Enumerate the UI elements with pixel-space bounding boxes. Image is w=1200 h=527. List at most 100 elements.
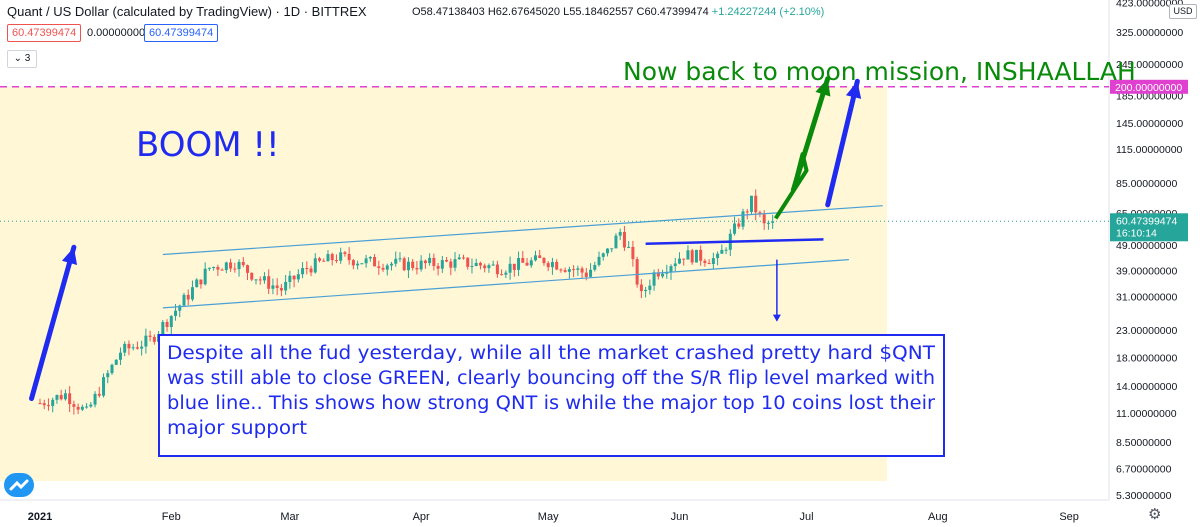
buy-button[interactable]: 60.47399474 bbox=[144, 24, 219, 42]
candle-body[interactable] bbox=[508, 263, 512, 273]
candle-body[interactable] bbox=[89, 404, 93, 407]
candle-body[interactable] bbox=[330, 254, 334, 261]
candle-body[interactable] bbox=[677, 258, 681, 264]
candle-body[interactable] bbox=[669, 266, 673, 273]
candle-body[interactable] bbox=[182, 294, 186, 306]
candle-body[interactable] bbox=[411, 261, 415, 269]
candle-body[interactable] bbox=[224, 262, 228, 271]
candle-body[interactable] bbox=[656, 272, 660, 277]
candle-body[interactable] bbox=[131, 347, 135, 349]
candle-body[interactable] bbox=[597, 256, 601, 265]
candle-body[interactable] bbox=[76, 406, 80, 410]
candle-body[interactable] bbox=[351, 260, 355, 266]
candle-body[interactable] bbox=[584, 272, 588, 277]
candle-body[interactable] bbox=[356, 263, 360, 266]
candle-body[interactable] bbox=[766, 222, 770, 224]
candle-body[interactable] bbox=[165, 322, 169, 328]
candle-body[interactable] bbox=[216, 266, 220, 270]
candle-body[interactable] bbox=[521, 258, 525, 263]
candle-body[interactable] bbox=[487, 265, 491, 269]
candle-body[interactable] bbox=[440, 260, 444, 269]
indicator-collapse-button[interactable]: ⌄ 3 bbox=[7, 50, 37, 68]
candle-body[interactable] bbox=[195, 279, 199, 288]
candle-body[interactable] bbox=[550, 261, 554, 268]
candle-body[interactable] bbox=[271, 285, 275, 289]
candle-body[interactable] bbox=[771, 221, 775, 223]
candle-body[interactable] bbox=[580, 268, 584, 273]
candle-body[interactable] bbox=[449, 261, 453, 268]
candle-body[interactable] bbox=[59, 395, 63, 400]
candle-body[interactable] bbox=[703, 260, 707, 263]
candle-body[interactable] bbox=[288, 275, 292, 282]
candle-body[interactable] bbox=[80, 406, 84, 410]
candle-body[interactable] bbox=[517, 258, 521, 270]
candle-body[interactable] bbox=[106, 373, 110, 378]
candle-body[interactable] bbox=[199, 279, 203, 285]
candle-body[interactable] bbox=[102, 377, 106, 396]
currency-button[interactable]: USD bbox=[1169, 4, 1197, 19]
candle-body[interactable] bbox=[525, 262, 529, 266]
candle-body[interactable] bbox=[462, 257, 465, 259]
candle-body[interactable] bbox=[318, 258, 322, 261]
candle-body[interactable] bbox=[46, 405, 50, 407]
candle-body[interactable] bbox=[559, 269, 563, 271]
candle-body[interactable] bbox=[334, 260, 338, 262]
candle-body[interactable] bbox=[533, 255, 537, 261]
candle-body[interactable] bbox=[741, 211, 745, 227]
candle-body[interactable] bbox=[457, 257, 461, 260]
candle-body[interactable] bbox=[699, 249, 703, 261]
candle-body[interactable] bbox=[301, 268, 305, 275]
candle-body[interactable] bbox=[682, 258, 686, 260]
candle-body[interactable] bbox=[373, 256, 377, 267]
candle-body[interactable] bbox=[279, 287, 283, 291]
sell-button[interactable]: 60.47399474 bbox=[7, 24, 82, 42]
candle-body[interactable] bbox=[474, 262, 478, 266]
candle-body[interactable] bbox=[347, 253, 351, 261]
candle-body[interactable] bbox=[610, 248, 614, 250]
candle-body[interactable] bbox=[174, 310, 178, 316]
candle-body[interactable] bbox=[711, 258, 715, 264]
candle-body[interactable] bbox=[716, 253, 720, 259]
candle-body[interactable] bbox=[309, 268, 313, 273]
candle-body[interactable] bbox=[305, 268, 309, 270]
candle-body[interactable] bbox=[627, 246, 631, 248]
candle-body[interactable] bbox=[733, 223, 737, 234]
candle-body[interactable] bbox=[284, 281, 288, 291]
candle-body[interactable] bbox=[500, 274, 504, 276]
candle-body[interactable] bbox=[749, 195, 753, 212]
candle-body[interactable] bbox=[661, 273, 665, 277]
candle-body[interactable] bbox=[38, 403, 42, 405]
candle-body[interactable] bbox=[97, 393, 101, 396]
candle-body[interactable] bbox=[169, 315, 173, 328]
candle-body[interactable] bbox=[483, 265, 487, 269]
candle-body[interactable] bbox=[436, 265, 440, 269]
candle-body[interactable] bbox=[313, 258, 317, 273]
candle-body[interactable] bbox=[542, 258, 546, 264]
candle-body[interactable] bbox=[589, 269, 593, 277]
candle-body[interactable] bbox=[563, 270, 567, 272]
candle-body[interactable] bbox=[432, 257, 436, 266]
candle-body[interactable] bbox=[576, 268, 580, 270]
candle-body[interactable] bbox=[262, 276, 266, 281]
candle-body[interactable] bbox=[491, 264, 495, 266]
candle-body[interactable] bbox=[724, 249, 728, 251]
candle-body[interactable] bbox=[390, 263, 394, 266]
candle-body[interactable] bbox=[339, 252, 343, 261]
candle-body[interactable] bbox=[720, 249, 724, 254]
candle-body[interactable] bbox=[360, 263, 364, 265]
candle-body[interactable] bbox=[466, 257, 470, 267]
candle-body[interactable] bbox=[690, 250, 694, 263]
candle-body[interactable] bbox=[555, 261, 559, 270]
candle-body[interactable] bbox=[127, 343, 131, 349]
candle-body[interactable] bbox=[241, 261, 245, 266]
candle-body[interactable] bbox=[186, 294, 190, 300]
candle-body[interactable] bbox=[72, 404, 76, 407]
candle-body[interactable] bbox=[758, 212, 762, 215]
candle-body[interactable] bbox=[254, 279, 258, 281]
candle-body[interactable] bbox=[745, 211, 749, 213]
candle-body[interactable] bbox=[203, 268, 207, 285]
candle-body[interactable] bbox=[453, 259, 457, 268]
candle-body[interactable] bbox=[546, 263, 550, 268]
candle-body[interactable] bbox=[419, 260, 423, 270]
candle-body[interactable] bbox=[398, 258, 402, 260]
